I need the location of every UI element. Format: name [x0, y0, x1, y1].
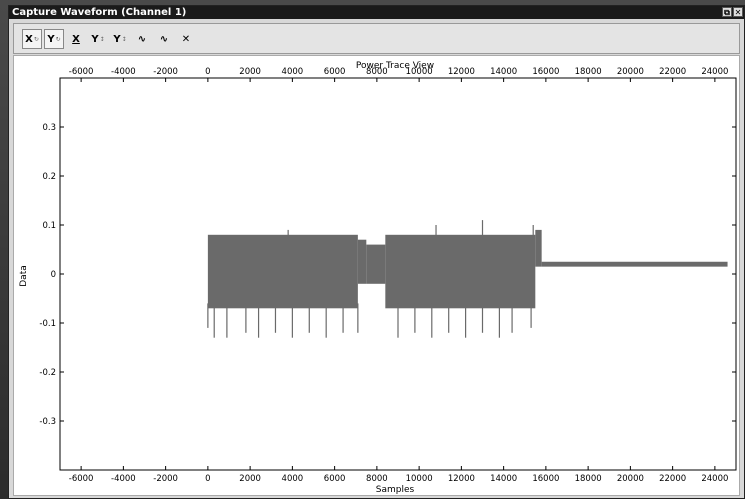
x-tick-label: 24000 [701, 474, 728, 484]
x-tick-label-top: 8000 [366, 67, 388, 77]
x-tick-label-top: 20000 [617, 67, 644, 77]
y-tick-label: 0.3 [42, 123, 56, 133]
x-tick-label-top: -4000 [111, 67, 136, 77]
x-tick-label-top: 14000 [490, 67, 517, 77]
x-tick-label: 4000 [282, 474, 304, 484]
x-tick-label-top: 22000 [659, 67, 686, 77]
x-tick-label: 0 [205, 474, 210, 484]
chart-title: Power Trace View [356, 61, 434, 71]
x-tick-label: -2000 [153, 474, 178, 484]
power-trace-chart[interactable]: -6000 -6000 -4000 -4000 -2000 -2000 0 0 2000 2000… [14, 56, 739, 495]
x-zoom-reset-icon[interactable]: X ↻ [22, 29, 42, 49]
x-axis-label: Samples [376, 485, 415, 495]
x-tick-label: 16000 [532, 474, 559, 484]
y-tick-label: -0.3 [39, 417, 56, 427]
x-tick-label: 10000 [406, 474, 433, 484]
x-tick-label-top: 2000 [239, 67, 261, 77]
plot-panel[interactable]: -6000 -6000 -4000 -4000 -2000 -2000 0 0 2000 2000… [13, 55, 740, 496]
x-tick-label: 20000 [617, 474, 644, 484]
trace-segment [207, 234, 358, 309]
x-tick-label-top: -6000 [69, 67, 94, 77]
trace-segment [535, 229, 542, 267]
restore-icon[interactable]: ⧉ [722, 7, 732, 17]
y-tick-label: 0.2 [42, 172, 56, 182]
clear-icon[interactable]: ✕ [181, 33, 191, 45]
x-tick-label: -6000 [69, 474, 94, 484]
x-tick-label: 8000 [366, 474, 388, 484]
x-tick-label-top: 4000 [282, 67, 304, 77]
y-lock-icon[interactable]: Y ↕ [113, 33, 127, 45]
x-tick-label-top: 18000 [575, 67, 602, 77]
x-tick-label-top: 24000 [701, 67, 728, 77]
waveform-alt-icon[interactable]: ∿ [159, 33, 169, 45]
trace-segment [385, 234, 536, 309]
x-tick-label: 18000 [575, 474, 602, 484]
close-icon[interactable]: ✕ [733, 7, 743, 17]
capture-waveform-window: Capture Waveform (Channel 1) ⧉ ✕ X ↻ Y ↻ X Y ↕… [8, 5, 745, 499]
y-tick-label: -0.1 [39, 319, 56, 329]
x-tick-label: 12000 [448, 474, 475, 484]
y-tick-label: -0.2 [39, 368, 56, 378]
window-title: Capture Waveform (Channel 1) [12, 7, 187, 18]
x-tick-label-top: 12000 [448, 67, 475, 77]
trace-segment [366, 244, 386, 284]
x-tick-label: 6000 [324, 474, 346, 484]
x-autoscale-icon[interactable]: X [72, 33, 80, 45]
window-titlebar[interactable]: Capture Waveform (Channel 1) ⧉ ✕ [9, 6, 744, 19]
x-tick-label: 14000 [490, 474, 517, 484]
x-tick-label-top: 16000 [532, 67, 559, 77]
x-tick-label-top: 10000 [406, 67, 433, 77]
y-zoom-reset-icon[interactable]: Y ↻ [44, 29, 64, 49]
waveform-icon[interactable]: ∿ [137, 33, 147, 45]
y-autoscale-icon[interactable]: Y ↕ [91, 33, 105, 45]
trace-segment [357, 239, 367, 284]
x-tick-label-top: -2000 [153, 67, 178, 77]
y-axis-label: Data [19, 265, 29, 287]
plot-toolbar: X ↻ Y ↻ X Y ↕ Y ↕ ∿ ∿ ✕ [13, 23, 740, 54]
x-tick-label: 2000 [239, 474, 261, 484]
x-tick-label: -4000 [111, 474, 136, 484]
x-tick-label-top: 6000 [324, 67, 346, 77]
x-tick-label: 22000 [659, 474, 686, 484]
trace-segment [541, 261, 728, 267]
y-tick-label: 0 [51, 270, 56, 280]
y-tick-label: 0.1 [42, 221, 56, 231]
x-tick-label-top: 0 [205, 67, 210, 77]
